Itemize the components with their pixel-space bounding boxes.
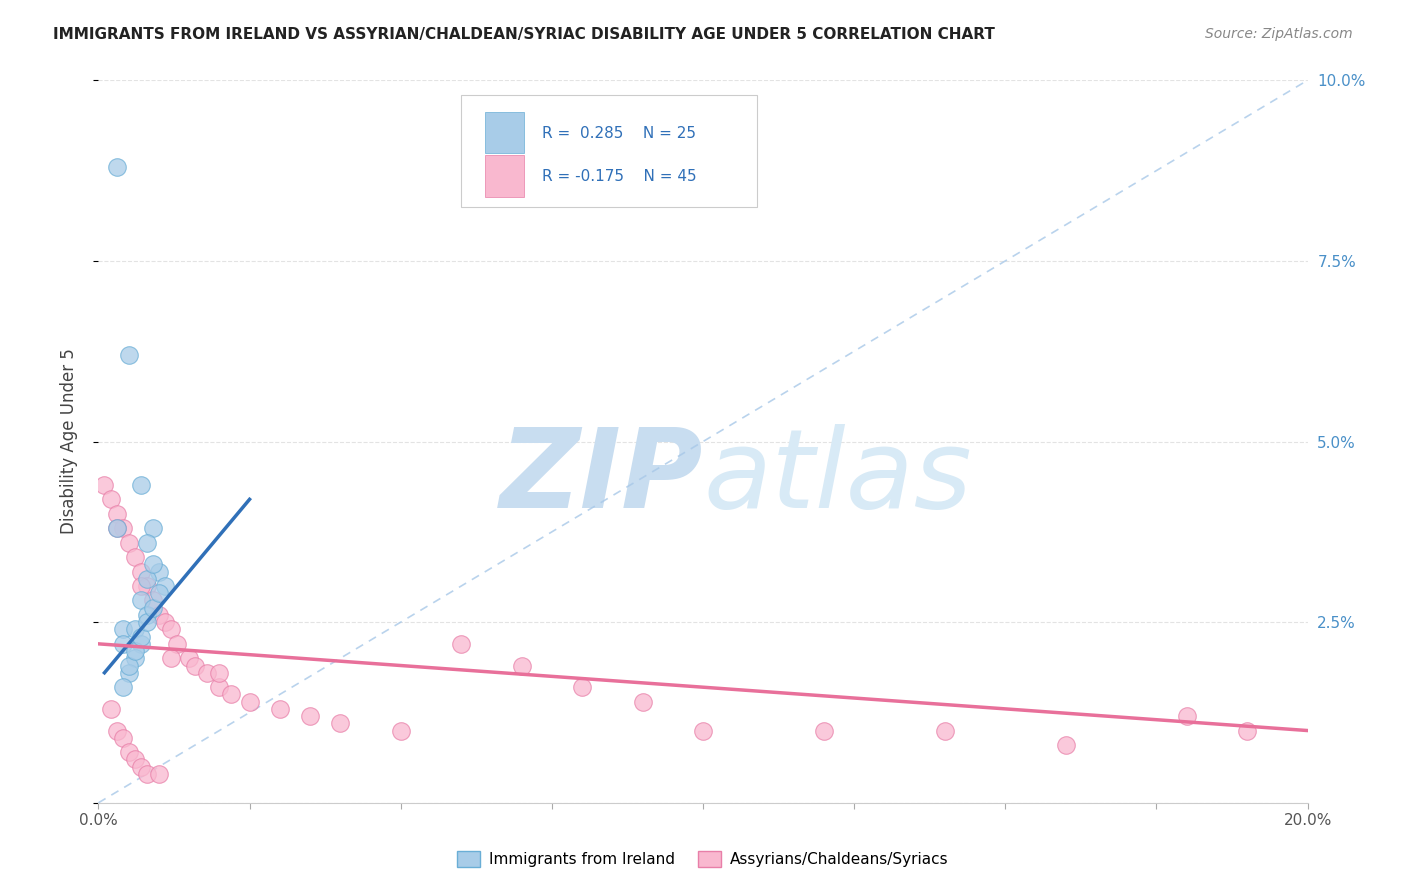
Point — [934, 723, 956, 738]
Point — [129, 565, 152, 579]
Point — [124, 651, 146, 665]
Point — [105, 160, 128, 174]
Point — [239, 695, 262, 709]
Point — [105, 521, 128, 535]
Point — [389, 723, 412, 738]
Point — [118, 745, 141, 759]
Point — [111, 680, 134, 694]
Point — [160, 651, 183, 665]
Text: R = -0.175    N = 45: R = -0.175 N = 45 — [543, 169, 697, 184]
Point — [135, 607, 157, 622]
Point — [129, 593, 152, 607]
Point — [111, 637, 134, 651]
Point — [166, 637, 188, 651]
FancyBboxPatch shape — [461, 95, 758, 207]
FancyBboxPatch shape — [485, 112, 524, 153]
Point — [135, 615, 157, 630]
Legend: Immigrants from Ireland, Assyrians/Chaldeans/Syriacs: Immigrants from Ireland, Assyrians/Chald… — [457, 852, 949, 867]
Point — [148, 607, 170, 622]
Text: IMMIGRANTS FROM IRELAND VS ASSYRIAN/CHALDEAN/SYRIAC DISABILITY AGE UNDER 5 CORRE: IMMIGRANTS FROM IRELAND VS ASSYRIAN/CHAL… — [53, 27, 995, 42]
Point — [184, 658, 207, 673]
Point — [111, 731, 134, 745]
Point — [153, 579, 176, 593]
Point — [105, 507, 128, 521]
Point — [129, 630, 152, 644]
Point — [118, 348, 141, 362]
Text: ZIP: ZIP — [499, 425, 703, 531]
Text: R =  0.285    N = 25: R = 0.285 N = 25 — [543, 126, 696, 141]
Point — [135, 767, 157, 781]
Point — [124, 623, 146, 637]
Point — [135, 579, 157, 593]
Point — [160, 623, 183, 637]
Point — [93, 478, 115, 492]
Point — [118, 658, 141, 673]
Point — [135, 572, 157, 586]
Point — [129, 760, 152, 774]
Point — [179, 651, 201, 665]
FancyBboxPatch shape — [485, 155, 524, 196]
Point — [631, 695, 654, 709]
Point — [105, 723, 128, 738]
Point — [299, 709, 322, 723]
Point — [105, 521, 128, 535]
Point — [129, 637, 152, 651]
Point — [142, 600, 165, 615]
Point — [813, 723, 835, 738]
Point — [269, 702, 291, 716]
Point — [153, 615, 176, 630]
Point — [100, 702, 122, 716]
Point — [129, 478, 152, 492]
Point — [142, 521, 165, 535]
Point — [142, 558, 165, 572]
Point — [142, 593, 165, 607]
Point — [195, 665, 218, 680]
Point — [510, 658, 533, 673]
Point — [450, 637, 472, 651]
Point — [692, 723, 714, 738]
Point — [129, 579, 152, 593]
Point — [208, 665, 231, 680]
Point — [124, 644, 146, 658]
Point — [1175, 709, 1198, 723]
Point — [329, 716, 352, 731]
Point — [118, 535, 141, 549]
Point — [1054, 738, 1077, 752]
Point — [111, 623, 134, 637]
Point — [571, 680, 593, 694]
Point — [100, 492, 122, 507]
Text: atlas: atlas — [703, 425, 972, 531]
Text: Source: ZipAtlas.com: Source: ZipAtlas.com — [1205, 27, 1353, 41]
Point — [221, 687, 243, 701]
Point — [135, 535, 157, 549]
Y-axis label: Disability Age Under 5: Disability Age Under 5 — [59, 349, 77, 534]
Point — [118, 665, 141, 680]
Point — [148, 586, 170, 600]
Point — [148, 565, 170, 579]
Point — [124, 550, 146, 565]
Point — [148, 767, 170, 781]
Point — [1236, 723, 1258, 738]
Point — [124, 752, 146, 766]
Point — [111, 521, 134, 535]
Point — [208, 680, 231, 694]
